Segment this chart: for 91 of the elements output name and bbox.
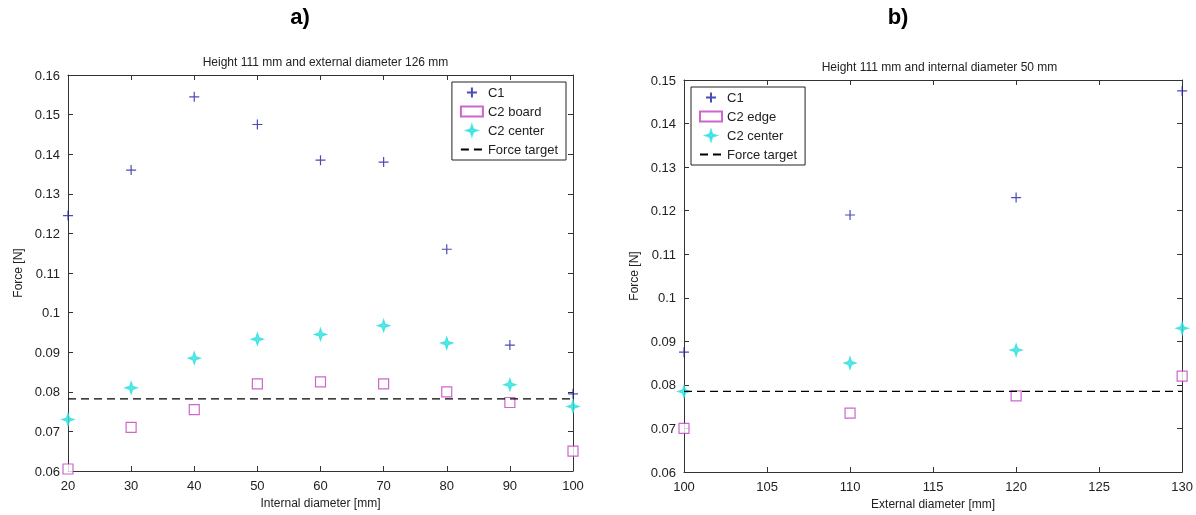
chart-subtitle: Height 111 mm and external diameter 126 mm [202, 55, 449, 69]
point [378, 378, 390, 390]
point [567, 445, 579, 457]
x-axis-title: External diameter [mm] [871, 496, 996, 511]
x-tick-label: 40 [187, 478, 202, 493]
point [504, 396, 516, 409]
point [1010, 192, 1022, 204]
x-tick-label: 105 [756, 479, 778, 494]
point [251, 118, 263, 131]
y-tick-label: 0.15 [650, 72, 676, 88]
x-tick-label: 130 [1171, 479, 1194, 494]
point [188, 91, 200, 103]
point [678, 422, 690, 435]
y-tick-label: 0.09 [34, 344, 60, 360]
y-tick-label: 0.12 [650, 203, 676, 219]
y-tick-label: 0.11 [35, 265, 60, 281]
point [844, 209, 856, 221]
y-tick-label: 0.09 [650, 333, 676, 349]
y-tick-label: 0.1 [657, 290, 676, 306]
point [313, 327, 328, 341]
y-axis-title: Force [N] [626, 251, 641, 301]
y-tick-label: 0.15 [34, 107, 60, 123]
x-tick-label: 120 [1005, 479, 1027, 494]
point [440, 336, 454, 350]
point [251, 378, 263, 390]
chart-title: a) [290, 3, 310, 29]
y-tick-label: 0.06 [650, 464, 676, 480]
x-tick-label: 100 [562, 478, 584, 493]
point [567, 388, 579, 400]
chart-subtitle: Height 111 mm and internal diameter 50 mm [821, 60, 1058, 74]
legend-label: C1 [727, 90, 744, 105]
x-tick-label: 70 [376, 478, 391, 493]
point [441, 386, 453, 398]
point [441, 243, 453, 255]
legend-label: C2 edge [727, 109, 777, 124]
point [844, 407, 856, 419]
y-axis-title: Force [N] [10, 248, 25, 298]
point [377, 319, 391, 333]
x-tick-label: 30 [123, 478, 139, 493]
point [250, 332, 264, 346]
y-tick-label: 0.11 [651, 246, 676, 262]
point [504, 339, 516, 351]
y-tick-label: 0.08 [650, 377, 676, 393]
point [314, 154, 327, 166]
point [1176, 370, 1188, 382]
y-tick-label: 0.08 [34, 384, 60, 400]
point [378, 156, 390, 168]
x-tick-label: 110 [839, 479, 861, 494]
point [314, 376, 327, 388]
y-tick-label: 0.12 [34, 225, 60, 241]
point [188, 404, 200, 416]
legend-label: C2 center [487, 123, 545, 138]
legend-label: C1 [487, 85, 505, 100]
legend-label: C2 center [727, 128, 785, 143]
y-tick-label: 0.14 [34, 146, 60, 162]
point [124, 381, 138, 395]
x-tick-label: 125 [1088, 479, 1110, 494]
legend-label: C2 board [487, 104, 542, 119]
y-tick-label: 0.07 [34, 423, 60, 439]
point [503, 378, 517, 392]
x-tick-label: 80 [439, 478, 454, 493]
chart-title: b) [887, 3, 909, 29]
y-tick-label: 0.07 [650, 420, 676, 436]
y-tick-label: 0.13 [34, 186, 60, 202]
point [62, 209, 74, 222]
x-tick-label: 50 [250, 478, 265, 493]
point [187, 351, 201, 365]
legend-label: Force target [487, 142, 559, 157]
point [125, 164, 137, 176]
y-tick-label: 0.13 [650, 159, 676, 175]
y-tick-label: 0.06 [34, 463, 60, 479]
x-tick-label: 20 [60, 478, 76, 493]
y-tick-label: 0.14 [650, 116, 676, 132]
y-tick-label: 0.16 [34, 67, 60, 83]
point [62, 463, 74, 475]
x-axis-title: Internal diameter [mm] [260, 495, 381, 510]
point [1176, 85, 1188, 97]
point [1175, 321, 1189, 335]
x-tick-label: 60 [313, 478, 328, 493]
x-tick-label: 115 [922, 479, 944, 494]
point [1010, 390, 1022, 402]
y-tick-label: 0.1 [41, 305, 60, 321]
legend-label: Force target [727, 147, 798, 162]
point [1009, 343, 1023, 357]
x-tick-label: 90 [502, 478, 518, 493]
x-tick-label: 100 [673, 479, 695, 494]
point [843, 356, 857, 370]
point [125, 421, 137, 434]
point [61, 412, 75, 427]
point [566, 399, 580, 414]
point [678, 346, 690, 358]
